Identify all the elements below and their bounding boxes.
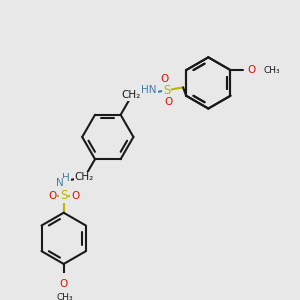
Text: O: O (160, 74, 169, 84)
Text: N: N (56, 178, 64, 188)
Text: CH₂: CH₂ (75, 172, 94, 182)
Text: O: O (71, 191, 79, 201)
Text: HN: HN (141, 85, 157, 95)
Text: H: H (62, 173, 70, 183)
Text: O: O (248, 65, 256, 75)
Text: O: O (48, 191, 56, 201)
Text: CH₂: CH₂ (122, 90, 141, 100)
Text: S: S (60, 189, 68, 203)
Text: O: O (60, 278, 68, 289)
Text: S: S (163, 84, 170, 97)
Text: CH₃: CH₃ (263, 66, 280, 75)
Text: O: O (164, 97, 172, 106)
Text: CH₃: CH₃ (57, 292, 74, 300)
